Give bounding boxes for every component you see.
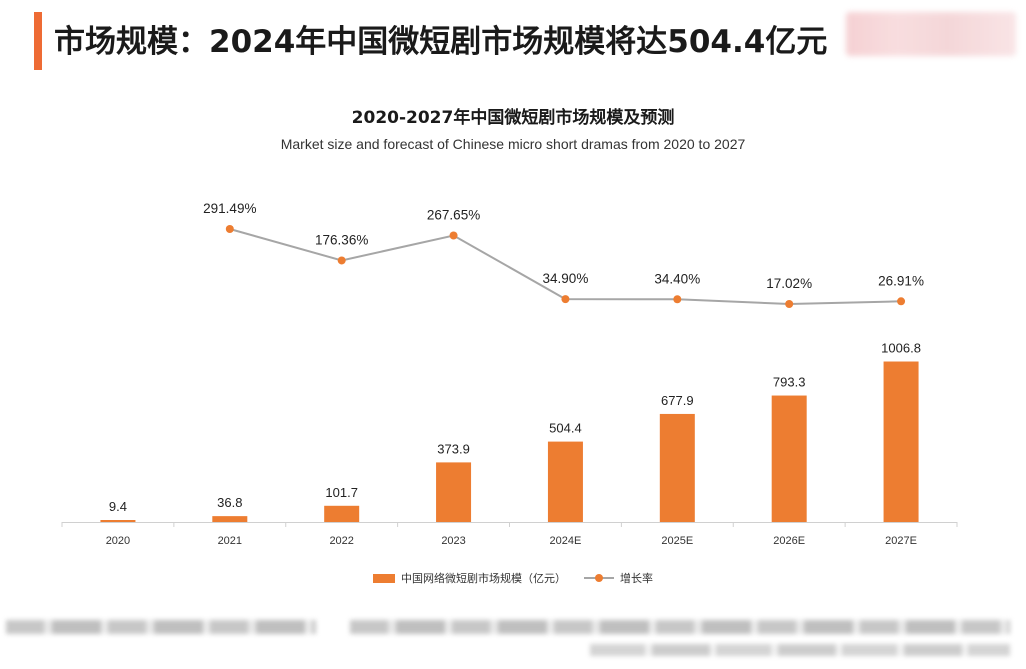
growth-rate-point	[785, 300, 794, 308]
legend-label-growth-rate: 增长率	[620, 572, 653, 585]
growth-rate-label: 34.90%	[543, 271, 589, 286]
growth-rate-label: 176.36%	[315, 232, 368, 247]
bar-value-label: 504.4	[549, 421, 582, 436]
legend-item-growth-rate: 增长率	[584, 570, 653, 586]
growth-rate-point	[673, 295, 682, 304]
bar-value-label: 677.9	[661, 393, 694, 408]
growth-rate-point	[337, 256, 346, 265]
growth-rate-point	[561, 295, 570, 304]
x-tick-label: 2020	[106, 535, 130, 547]
growth-rate-label: 17.02%	[766, 276, 812, 291]
blurred-footer-text	[350, 620, 1010, 634]
bar	[659, 413, 695, 522]
x-tick-label: 2024E	[550, 535, 582, 547]
bar	[547, 441, 583, 522]
growth-rate-label: 291.49%	[203, 201, 256, 216]
blurred-logo	[846, 12, 1016, 56]
legend-line-swatch	[584, 573, 614, 583]
blurred-footer-text	[6, 620, 316, 634]
growth-rate-label: 26.91%	[878, 273, 924, 288]
bar-value-label: 793.3	[773, 375, 806, 390]
growth-rate-point	[225, 225, 234, 233]
bar	[212, 516, 248, 522]
bar	[324, 505, 360, 522]
x-tick-label: 2027E	[885, 535, 917, 547]
bar	[883, 361, 919, 522]
bar-value-label: 101.7	[325, 485, 358, 500]
x-tick-label: 2023	[441, 535, 465, 547]
growth-rate-point	[897, 297, 906, 306]
chart-title: 2020-2027年中国微短剧市场规模及预测	[351, 108, 675, 128]
legend-label-market-size: 中国网络微短剧市场规模（亿元）	[401, 572, 566, 585]
growth-rate-label: 34.40%	[654, 271, 700, 286]
x-tick-label: 2021	[218, 535, 242, 547]
bar-value-label: 9.4	[109, 499, 127, 514]
chart-subtitle: Market size and forecast of Chinese micr…	[280, 136, 746, 152]
legend-item-market-size: 中国网络微短剧市场规模（亿元）	[373, 570, 566, 586]
title-accent-bar	[34, 12, 42, 70]
chart-legend: 中国网络微短剧市场规模（亿元） 增长率	[0, 570, 1026, 586]
bar-value-label: 373.9	[437, 441, 470, 456]
blurred-footer-text	[590, 644, 1010, 656]
x-tick-label: 2025E	[661, 535, 693, 547]
x-tick-label: 2022	[329, 535, 353, 547]
legend-bar-swatch	[373, 573, 395, 583]
growth-rate-label: 267.65%	[427, 208, 480, 223]
bar	[100, 520, 136, 522]
bar-value-label: 1006.8	[881, 341, 921, 356]
bar	[436, 462, 472, 522]
x-tick-label: 2026E	[773, 535, 805, 547]
bar-value-label: 36.8	[217, 495, 242, 510]
bar	[771, 395, 807, 522]
page-title: 市场规模：2024年中国微短剧市场规模将达504.4亿元	[54, 24, 828, 60]
growth-rate-point	[449, 231, 458, 240]
